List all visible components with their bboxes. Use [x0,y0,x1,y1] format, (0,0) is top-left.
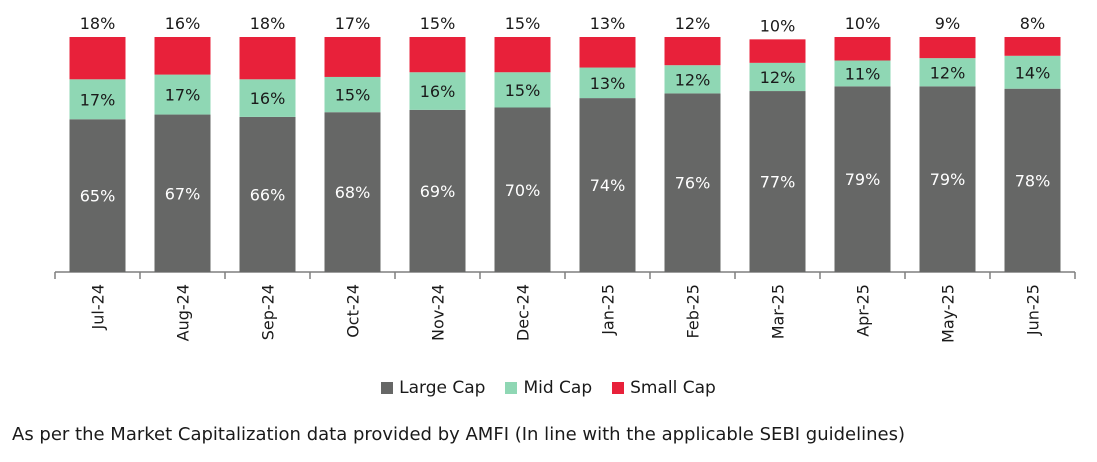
bar-segment-mid-cap [239,79,296,117]
legend-label-mid-cap: Mid Cap [523,378,593,398]
x-tick-label: Jun-25 [1024,284,1043,336]
bar-segment-small-cap [834,37,891,61]
bar-segment-mid-cap [69,79,126,120]
bar-segment-small-cap [1004,37,1061,56]
data-label-mid-cap: 12% [760,68,796,87]
bar-segment-small-cap [154,37,211,75]
bar-segment-small-cap [664,37,721,66]
legend-item-large-cap: Large Cap [381,378,485,398]
data-label-mid-cap: 17% [80,90,116,109]
x-tick-label: Sep-24 [259,284,278,340]
data-label-mid-cap: 16% [420,82,456,101]
data-label-large-cap: 68% [335,183,371,202]
data-label-small-cap: 10% [760,16,796,35]
data-label-small-cap: 17% [335,14,371,33]
data-label-large-cap: 79% [845,170,881,189]
data-label-small-cap: 12% [675,14,711,33]
bar-segment-mid-cap [1004,55,1061,89]
bar-segment-small-cap [69,37,126,80]
x-tick-label: Dec-24 [514,284,533,341]
x-tick-label: Apr-25 [854,284,873,337]
data-label-large-cap: 66% [250,185,286,204]
bar-segment-large-cap [834,86,891,272]
bar-segment-mid-cap [919,58,976,87]
bar-segment-large-cap [409,109,466,272]
data-label-mid-cap: 11% [845,64,881,83]
data-label-mid-cap: 16% [250,89,286,108]
data-label-small-cap: 18% [250,14,286,33]
data-label-large-cap: 77% [760,173,796,192]
data-label-small-cap: 10% [845,14,881,33]
bar-segment-large-cap [494,107,551,272]
data-label-mid-cap: 17% [165,86,201,105]
data-label-small-cap: 18% [80,14,116,33]
footnote: As per the Market Capitalization data pr… [12,424,905,445]
data-label-large-cap: 67% [165,184,201,203]
bar-segment-large-cap [579,98,636,272]
bar-segment-mid-cap [834,60,891,87]
bar-segment-large-cap [239,116,296,273]
legend-label-large-cap: Large Cap [399,378,486,398]
bar-segment-large-cap [324,112,381,272]
bar-segment-large-cap [749,91,806,272]
legend-item-mid-cap: Mid Cap [505,378,592,398]
bar-segment-small-cap [919,37,976,59]
bar-segment-large-cap [1004,88,1061,272]
bar-segment-mid-cap [579,67,636,99]
data-label-large-cap: 65% [80,187,116,206]
x-tick-label: Mar-25 [769,284,788,339]
data-label-mid-cap: 15% [505,81,541,100]
bar-segment-large-cap [69,119,126,272]
legend-item-small-cap: Small Cap [612,378,716,398]
bar-segment-small-cap [579,37,636,68]
x-tick-label: Oct-24 [344,284,363,338]
data-label-mid-cap: 13% [590,74,626,93]
data-label-small-cap: 15% [505,14,541,33]
bar-segment-small-cap [749,39,806,63]
data-label-large-cap: 70% [505,181,541,200]
bar-segment-mid-cap [749,62,806,92]
x-tick-label: May-25 [939,284,958,343]
bar-segment-mid-cap [409,72,466,110]
x-tick-label: Aug-24 [174,284,193,341]
data-label-small-cap: 8% [1020,14,1045,33]
data-label-large-cap: 69% [420,182,456,201]
data-label-large-cap: 74% [590,176,626,195]
bar-segment-small-cap [409,37,466,73]
data-label-large-cap: 79% [930,170,966,189]
data-label-mid-cap: 12% [930,63,966,82]
data-label-large-cap: 76% [675,174,711,193]
data-label-mid-cap: 15% [335,86,371,105]
chart-legend: Large Cap Mid Cap Small Cap [0,378,1097,398]
x-tick-label: Jan-25 [599,284,618,336]
x-tick-label: Feb-25 [684,284,703,338]
data-label-small-cap: 16% [165,14,201,33]
data-label-small-cap: 9% [935,14,960,33]
legend-swatch-large-cap [381,382,394,394]
data-label-small-cap: 15% [420,14,456,33]
bar-segment-large-cap [919,86,976,272]
data-label-mid-cap: 12% [675,70,711,89]
legend-swatch-mid-cap [505,382,518,394]
bar-segment-mid-cap [494,72,551,108]
bar-segment-small-cap [239,37,296,80]
bar-segment-small-cap [494,37,551,73]
bar-segment-large-cap [664,93,721,273]
bar-segment-mid-cap [324,76,381,113]
data-label-large-cap: 78% [1015,171,1051,190]
bar-segment-mid-cap [664,65,721,94]
bar-segment-mid-cap [154,74,211,115]
data-label-mid-cap: 14% [1015,63,1051,82]
bar-segment-large-cap [154,114,211,272]
x-tick-label: Nov-24 [429,284,448,341]
bar-segment-small-cap [324,37,381,77]
legend-label-small-cap: Small Cap [630,378,716,398]
data-label-small-cap: 13% [590,14,626,33]
x-tick-label: Jul-24 [89,284,108,330]
legend-swatch-small-cap [612,382,625,394]
stacked-bar-chart: 65% 17% 18% Jul-24 67% 17% 16% Aug-24 66% 16% 18% S… [54,14,1076,343]
